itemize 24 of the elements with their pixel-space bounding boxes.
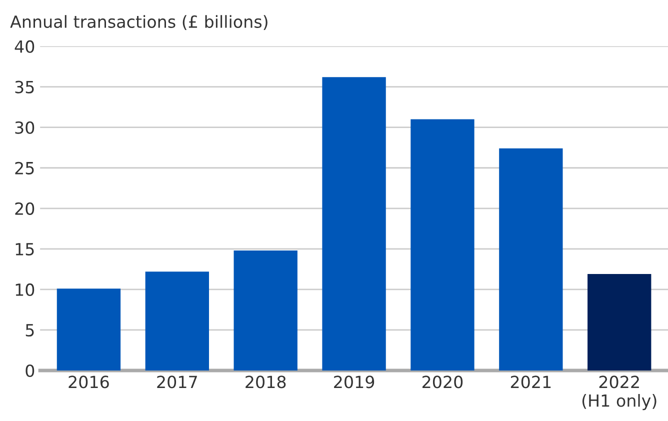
y-axis-title: Annual transactions (£ billions) bbox=[10, 15, 268, 30]
y-tick-label: 15 bbox=[16, 243, 34, 256]
x-tick-label: 2022 (H1 only) bbox=[582, 376, 656, 410]
y-tick-label: 10 bbox=[16, 283, 34, 296]
y-tick-label: 35 bbox=[15, 80, 34, 94]
bar bbox=[588, 274, 652, 370]
y-tick-label: 40 bbox=[14, 40, 34, 53]
y-tick-label: 25 bbox=[15, 162, 34, 174]
bar bbox=[322, 77, 386, 370]
y-tick-label: 20 bbox=[15, 202, 34, 215]
x-tick-label: 2018 bbox=[246, 376, 286, 388]
y-tick-label: 0 bbox=[26, 364, 34, 378]
x-tick-label: 2019 bbox=[334, 376, 374, 388]
y-tick-label: 30 bbox=[15, 121, 34, 134]
bar bbox=[234, 250, 298, 370]
bar bbox=[56, 288, 121, 370]
bar bbox=[499, 148, 563, 370]
y-tick-label: 5 bbox=[26, 324, 34, 337]
x-tick-label: 2017 bbox=[157, 376, 197, 388]
x-tick-label: 2016 bbox=[68, 376, 109, 388]
bar bbox=[145, 272, 209, 370]
bar bbox=[410, 119, 474, 370]
x-tick-label: 2021 bbox=[510, 376, 551, 388]
x-tick-label: 2020 bbox=[422, 376, 463, 388]
